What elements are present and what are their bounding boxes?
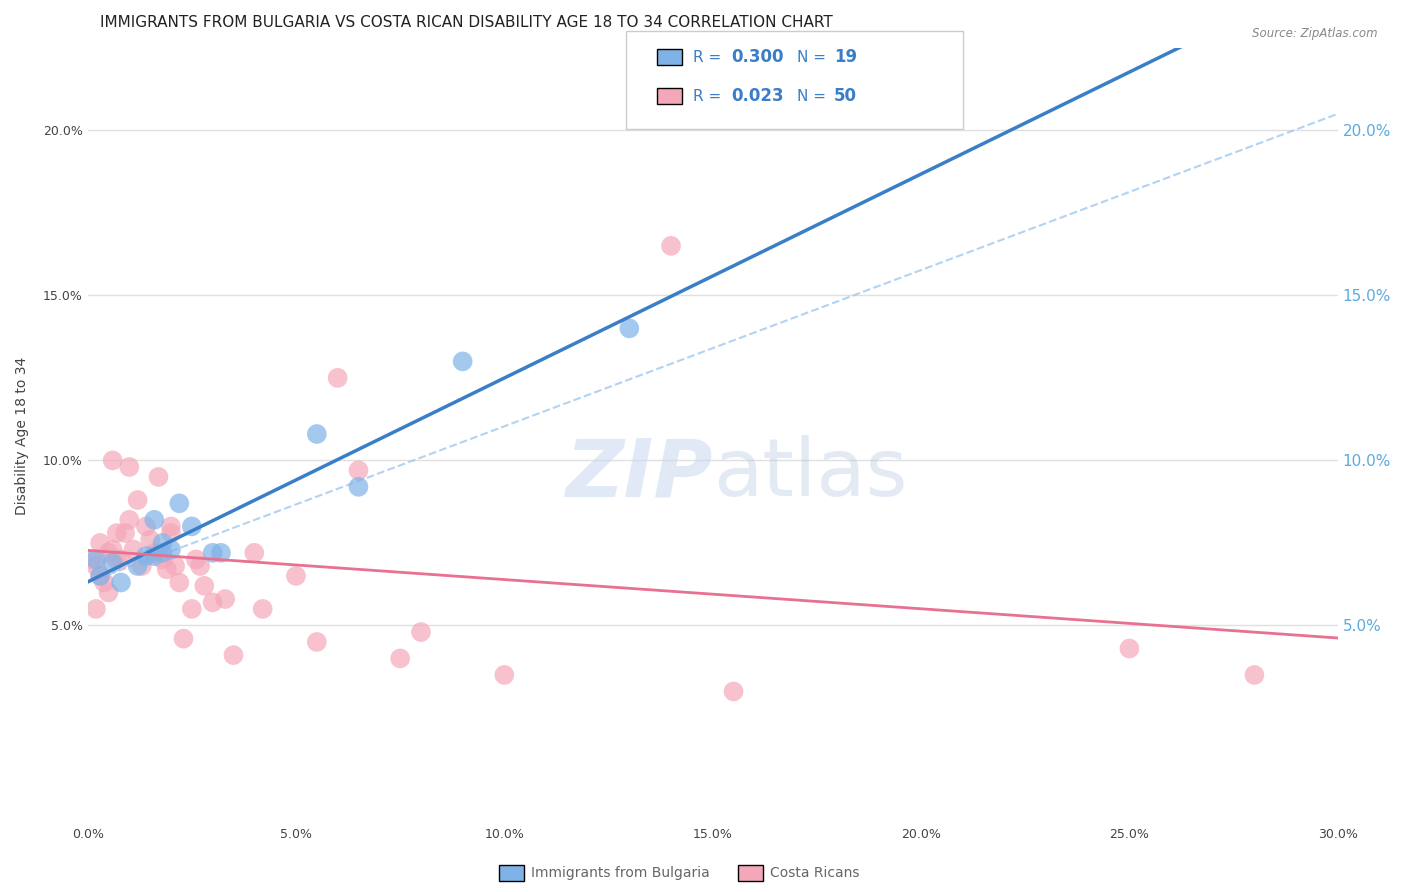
Point [114,526,136,541]
Text: R =: R = [693,89,727,103]
Point [80,552,103,566]
Y-axis label: Disability Age 18 to 34: Disability Age 18 to 34 [15,357,30,515]
Point [214,592,236,607]
Point [105,552,128,566]
Point [723,684,745,698]
Text: Costa Ricans: Costa Ricans [770,866,860,880]
Point [156,562,179,576]
Point [101,542,124,557]
Text: atlas: atlas [713,435,907,514]
Text: 0.300: 0.300 [731,48,783,66]
Text: 19: 19 [834,48,856,66]
Point [193,579,215,593]
Point [143,546,166,560]
Point [209,546,232,560]
Point [148,470,170,484]
Point [326,371,349,385]
Point [84,602,107,616]
Point [160,519,183,533]
Point [389,651,412,665]
Point [659,239,682,253]
Point [127,559,149,574]
Point [184,552,207,566]
Text: N =: N = [797,50,831,64]
Point [139,533,162,547]
Point [89,569,111,583]
Point [201,595,224,609]
Point [97,585,120,599]
Point [143,513,166,527]
Point [222,648,245,662]
Text: R =: R = [693,50,727,64]
Point [494,668,516,682]
Point [305,635,328,649]
Point [105,526,128,541]
Point [347,463,370,477]
Point [347,480,370,494]
Point [97,546,120,560]
Point [122,542,145,557]
Point [101,453,124,467]
Point [172,632,194,646]
Point [619,321,641,335]
Text: ZIP: ZIP [565,435,713,514]
Point [84,552,107,566]
Point [118,513,141,527]
Text: Immigrants from Bulgaria: Immigrants from Bulgaria [531,866,710,880]
Point [160,542,183,557]
Point [243,546,266,560]
Point [169,575,191,590]
Point [160,526,183,541]
Point [252,602,274,616]
Point [188,559,211,574]
Point [451,354,474,368]
Point [131,559,153,574]
Point [89,536,111,550]
Point [152,536,174,550]
Point [169,496,191,510]
Point [152,552,174,566]
Point [110,575,132,590]
Text: 50: 50 [834,87,856,105]
Point [101,556,124,570]
Point [84,559,107,574]
Point [305,427,328,442]
Point [89,569,111,583]
Point [409,625,432,640]
Point [180,519,202,533]
Point [152,546,174,560]
Text: 0.023: 0.023 [731,87,783,105]
Text: Source: ZipAtlas.com: Source: ZipAtlas.com [1253,27,1378,40]
Point [165,559,187,574]
Point [93,575,115,590]
Point [118,460,141,475]
Point [110,552,132,566]
Point [127,493,149,508]
Point [135,519,157,533]
Text: N =: N = [797,89,831,103]
Text: IMMIGRANTS FROM BULGARIA VS COSTA RICAN DISABILITY AGE 18 TO 34 CORRELATION CHAR: IMMIGRANTS FROM BULGARIA VS COSTA RICAN … [100,15,832,30]
Point [143,549,166,563]
Point [1243,668,1265,682]
Point [285,569,308,583]
Point [1118,641,1140,656]
Point [135,549,157,563]
Point [201,546,224,560]
Point [180,602,202,616]
